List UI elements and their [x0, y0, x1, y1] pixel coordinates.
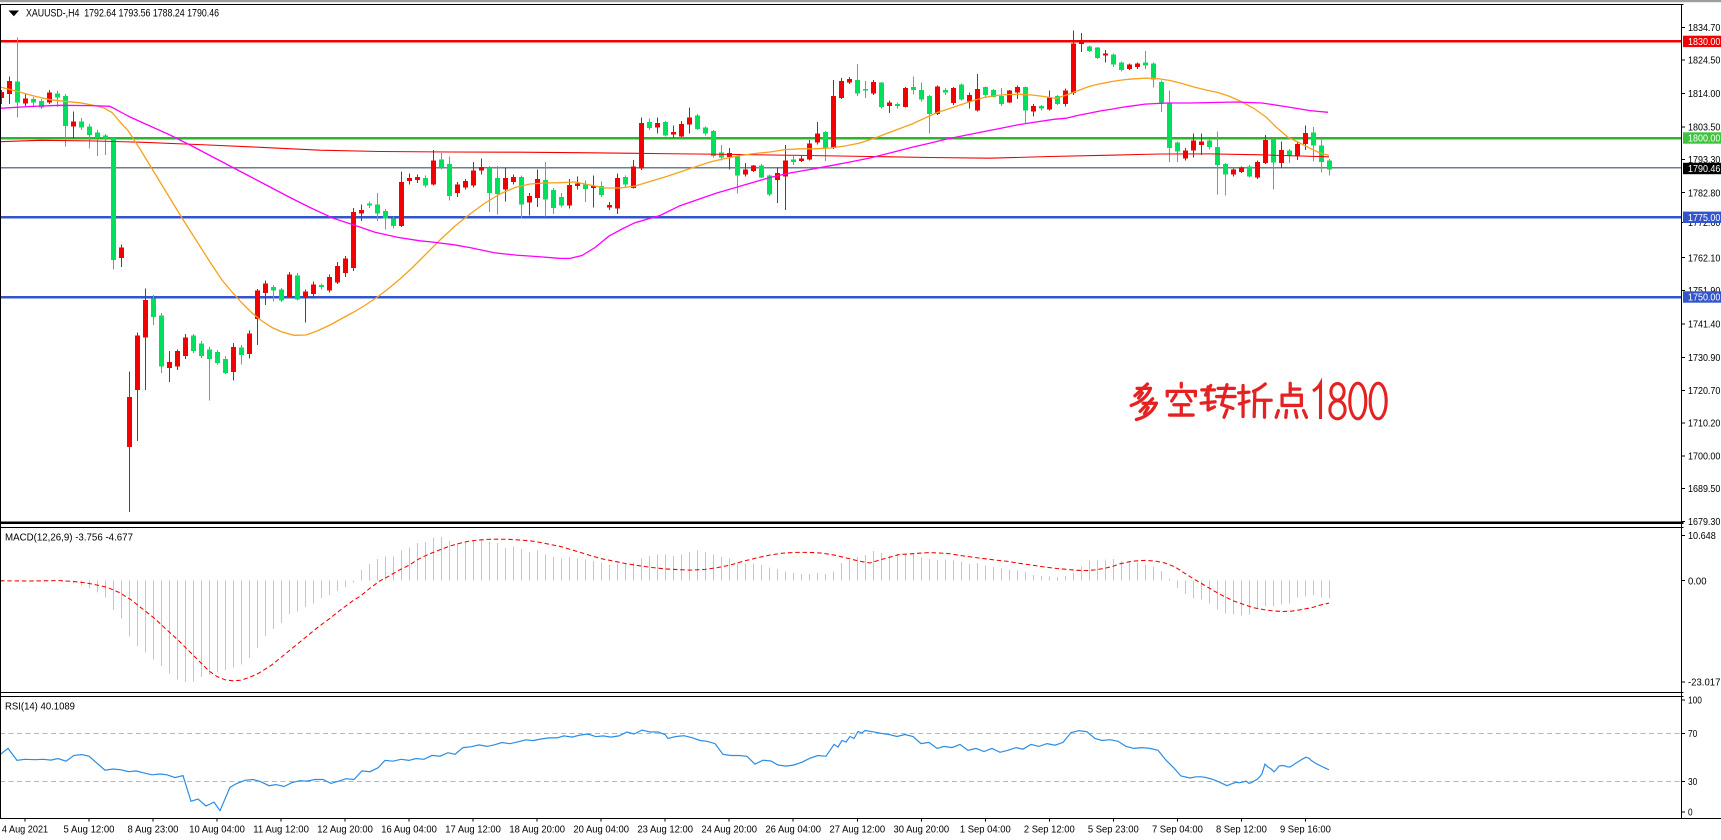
svg-text:10 Aug 04:00: 10 Aug 04:00 [189, 823, 245, 835]
svg-text:1689.50: 1689.50 [1688, 483, 1721, 495]
svg-text:1700.00: 1700.00 [1688, 450, 1721, 462]
svg-text:5 Aug 12:00: 5 Aug 12:00 [64, 823, 115, 835]
svg-text:26 Aug 04:00: 26 Aug 04:00 [765, 823, 821, 835]
svg-text:30 Aug 20:00: 30 Aug 20:00 [894, 823, 950, 835]
svg-text:24 Aug 20:00: 24 Aug 20:00 [701, 823, 757, 835]
svg-text:0: 0 [1688, 807, 1693, 819]
svg-text:1730.90: 1730.90 [1688, 352, 1721, 364]
svg-text:1834.70: 1834.70 [1688, 22, 1721, 34]
svg-text:1720.70: 1720.70 [1688, 385, 1721, 397]
svg-text:8 Aug 23:00: 8 Aug 23:00 [128, 823, 179, 835]
svg-text:-23.017: -23.017 [1688, 677, 1721, 689]
svg-text:1762.10: 1762.10 [1688, 252, 1721, 264]
svg-text:7 Sep 04:00: 7 Sep 04:00 [1152, 823, 1203, 835]
svg-text:20 Aug 04:00: 20 Aug 04:00 [573, 823, 629, 835]
svg-text:1679.30: 1679.30 [1688, 516, 1721, 528]
svg-text:1775.00: 1775.00 [1688, 212, 1721, 224]
svg-text:1 Sep 04:00: 1 Sep 04:00 [960, 823, 1011, 835]
svg-text:0.00: 0.00 [1688, 575, 1707, 587]
svg-text:1750.00: 1750.00 [1688, 292, 1721, 304]
svg-text:2 Sep 12:00: 2 Sep 12:00 [1024, 823, 1075, 835]
svg-text:12 Aug 20:00: 12 Aug 20:00 [317, 823, 373, 835]
svg-text:70: 70 [1688, 728, 1697, 740]
svg-text:1803.50: 1803.50 [1688, 121, 1721, 133]
svg-text:1741.40: 1741.40 [1688, 319, 1721, 331]
svg-text:100: 100 [1688, 695, 1702, 707]
svg-text:16 Aug 04:00: 16 Aug 04:00 [381, 823, 437, 835]
svg-text:1782.80: 1782.80 [1688, 187, 1721, 199]
svg-text:XAUUSD-,H4 1792.64 1793.56 17: XAUUSD-,H4 1792.64 1793.56 1788.24 1790.… [26, 8, 219, 20]
svg-text:10.648: 10.648 [1688, 530, 1716, 542]
svg-text:1800.00: 1800.00 [1688, 133, 1721, 145]
svg-text:30: 30 [1688, 776, 1697, 788]
svg-text:1710.20: 1710.20 [1688, 418, 1721, 430]
svg-text:1824.50: 1824.50 [1688, 55, 1721, 67]
svg-text:11 Aug 12:00: 11 Aug 12:00 [253, 823, 309, 835]
svg-text:MACD(12,26,9) -3.756 -4.677: MACD(12,26,9) -3.756 -4.677 [5, 531, 133, 543]
svg-text:27 Aug 12:00: 27 Aug 12:00 [830, 823, 886, 835]
svg-text:9 Sep 16:00: 9 Sep 16:00 [1280, 823, 1331, 835]
svg-text:1790.46: 1790.46 [1688, 163, 1721, 175]
svg-text:RSI(14) 40.1089: RSI(14) 40.1089 [5, 700, 75, 712]
svg-text:4 Aug 2021: 4 Aug 2021 [2, 823, 48, 835]
svg-text:5 Sep 23:00: 5 Sep 23:00 [1088, 823, 1139, 835]
svg-text:8 Sep 12:00: 8 Sep 12:00 [1216, 823, 1267, 835]
svg-text:17 Aug 12:00: 17 Aug 12:00 [445, 823, 501, 835]
svg-text:18 Aug 20:00: 18 Aug 20:00 [509, 823, 565, 835]
svg-text:1814.00: 1814.00 [1688, 88, 1721, 100]
svg-text:23 Aug 12:00: 23 Aug 12:00 [637, 823, 693, 835]
svg-text:1830.00: 1830.00 [1688, 36, 1721, 48]
